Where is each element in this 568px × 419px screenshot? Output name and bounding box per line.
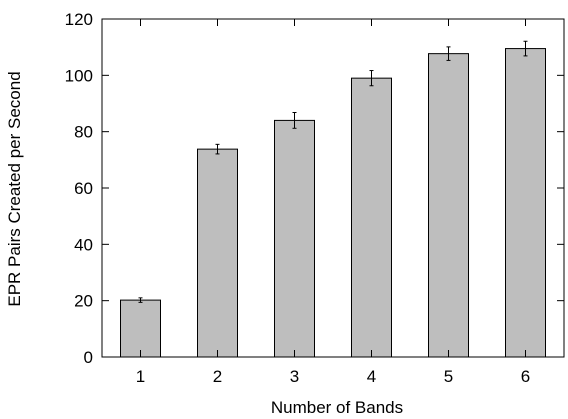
x-tick-label-1: 1 [136, 367, 145, 386]
error-bar-5 [446, 46, 451, 61]
y-tick-label-80: 80 [74, 123, 93, 142]
x-tick-label-6: 6 [521, 367, 530, 386]
error-bar-2 [215, 143, 220, 155]
y-tick-label-60: 60 [74, 179, 93, 198]
tick-labels-layer: 0 20 40 60 80 100 120 1 2 3 4 5 6 [65, 10, 531, 386]
error-bar-6 [523, 40, 528, 57]
bars-layer [120, 48, 546, 358]
x-tick-label-4: 4 [367, 367, 376, 386]
bar-2 [197, 148, 238, 358]
bar-6 [505, 48, 546, 358]
error-bar-3 [292, 112, 297, 129]
error-bars-layer [138, 40, 528, 303]
y-axis-title: EPR Pairs Created per Second [5, 71, 24, 306]
bar-3 [274, 119, 315, 358]
x-axis-title: Number of Bands [271, 398, 403, 417]
x-tick-label-5: 5 [444, 367, 453, 386]
y-tick-label-40: 40 [74, 235, 93, 254]
y-tick-label-100: 100 [65, 66, 93, 85]
bar-1 [120, 299, 161, 358]
plot-frame [101, 18, 565, 358]
y-tick-label-0: 0 [84, 348, 93, 367]
x-tick-label-2: 2 [213, 367, 222, 386]
bar-4 [351, 77, 392, 358]
error-bar-4 [369, 70, 374, 87]
y-tick-label-20: 20 [74, 292, 93, 311]
axes-layer [101, 18, 565, 358]
error-bar-1 [138, 297, 143, 303]
y-tick-label-120: 120 [65, 10, 93, 29]
bar-5 [428, 53, 469, 358]
x-tick-label-3: 3 [290, 367, 299, 386]
